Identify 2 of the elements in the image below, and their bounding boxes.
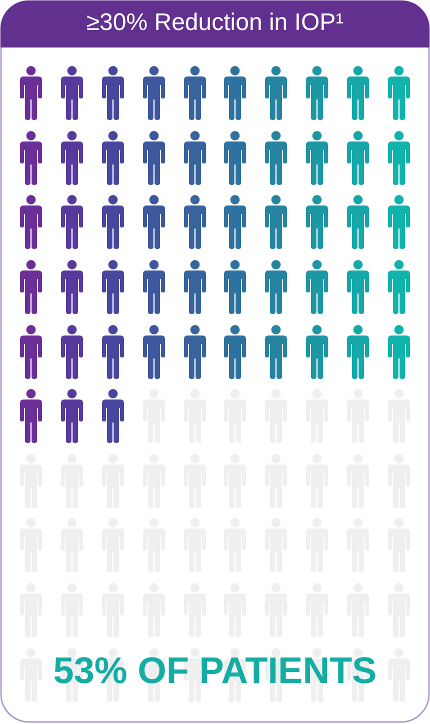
data-label: 53% OF PATIENTS xyxy=(53,650,377,691)
text: ≥30% Reduction in IOP¹ xyxy=(86,9,344,36)
